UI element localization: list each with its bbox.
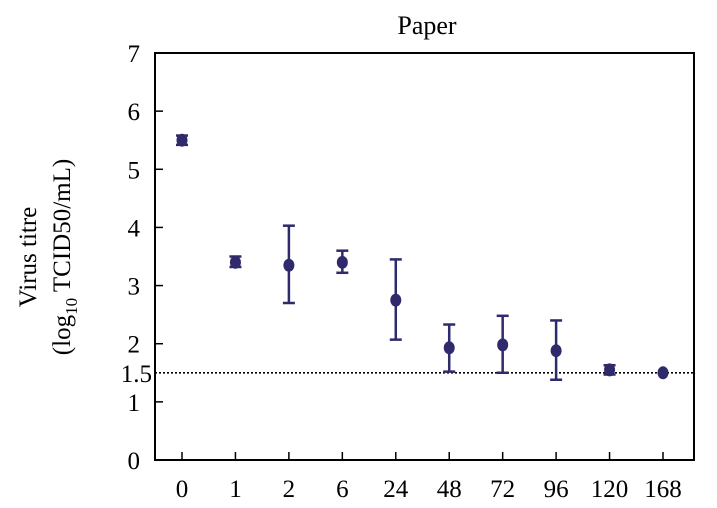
y-tick-label-7: 7 [128,41,141,68]
y-axis: 0 1 2 3 4 5 6 7 [128,41,163,475]
x-tick-label-48: 48 [437,476,462,503]
y-tick-label-4: 4 [128,215,141,242]
y-axis-label-subscript: 10 [62,298,81,315]
data-point-2 [283,258,295,272]
y-tick-label-2: 2 [128,332,141,359]
data-point-96 [550,344,562,358]
x-tick-label-168: 168 [644,476,682,503]
y-tick-label-5: 5 [128,157,141,184]
data-series [176,133,669,382]
x-tick-label-2: 2 [283,476,296,503]
y-axis-label-suffix: TCID50/mL) [49,159,76,298]
data-point-48 [443,341,455,355]
x-tick-label-72: 72 [490,476,515,503]
data-point-72 [497,338,509,352]
x-tick-label-120: 120 [591,476,629,503]
x-axis: 0 1 2 6 24 48 72 96 120 168 [176,452,682,503]
y-tick-label-0: 0 [128,448,141,475]
data-point-168 [657,366,669,380]
y-tick-label-3: 3 [128,274,141,301]
chart-title: Paper [397,11,457,40]
y-axis-label-line1: Virus titre [15,207,42,308]
x-tick-label-0: 0 [176,476,189,503]
x-tick-label-24: 24 [383,476,409,503]
y-tick-label-6: 6 [128,99,141,126]
x-tick-label-6: 6 [336,476,349,503]
x-tick-label-96: 96 [544,476,569,503]
y-axis-label: Virus titre (log10 TCID50/mL) [15,159,81,355]
y-axis-label-line2: (log10 TCID50/mL) [49,159,81,355]
y-axis-label-prefix: (log [49,314,76,355]
data-point-0 [176,133,188,147]
data-point-24 [390,293,402,307]
data-point-1 [229,255,241,269]
data-point-120 [604,363,616,377]
reference-line-label: 1.5 [121,361,152,388]
y-tick-label-1: 1 [128,390,141,417]
plot-frame [154,52,695,461]
data-point-6 [336,255,348,269]
x-tick-label-1: 1 [229,476,242,503]
